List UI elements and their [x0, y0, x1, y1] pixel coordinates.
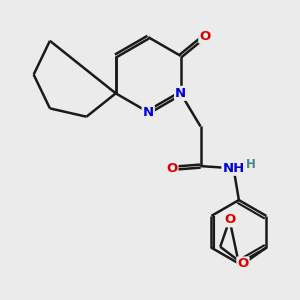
Text: O: O [199, 29, 211, 43]
Text: O: O [224, 213, 235, 226]
Text: NH: NH [222, 162, 245, 175]
Text: H: H [245, 158, 255, 171]
Text: N: N [142, 106, 154, 118]
Text: O: O [237, 257, 249, 271]
Text: N: N [175, 87, 186, 100]
Text: O: O [166, 162, 178, 175]
